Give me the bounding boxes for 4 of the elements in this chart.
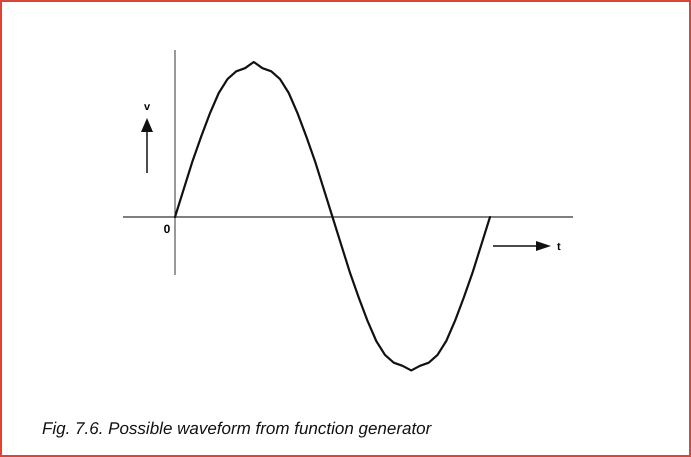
caption: Fig. 7.6. Possible waveform from function generator <box>42 419 433 438</box>
text: v <box>144 101 151 113</box>
text: t <box>557 241 561 253</box>
text: 0 <box>164 222 171 236</box>
